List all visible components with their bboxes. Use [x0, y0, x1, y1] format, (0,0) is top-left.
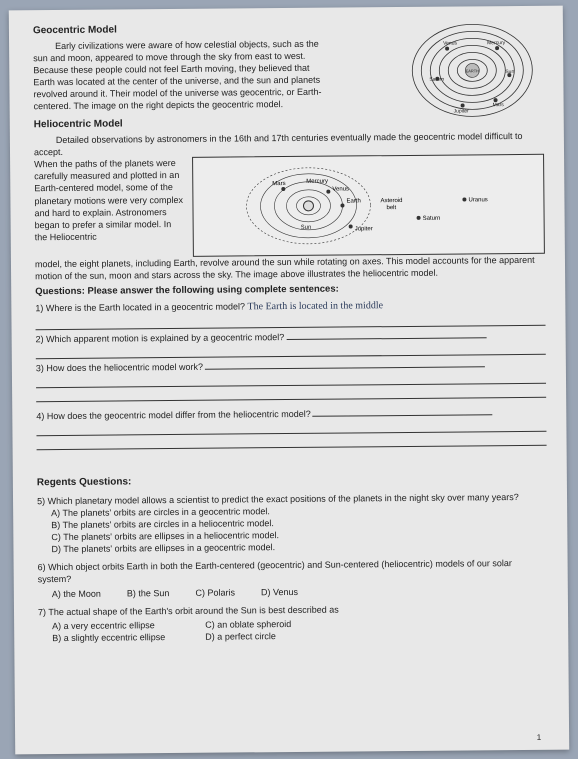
- q2: 2) Which apparent motion is explained by…: [36, 328, 546, 345]
- q6-d: D) Venus: [261, 586, 298, 598]
- q1-answer: The Earth is located in the middle: [247, 300, 383, 312]
- q7-a: A) a very eccentric ellipse: [52, 619, 165, 632]
- svg-text:Uranus: Uranus: [468, 197, 487, 203]
- q4-text: 4) How does the geocentric model differ …: [36, 409, 311, 421]
- geocentric-diagram: EARTH Saturn Jupiter Mars Sun Venus Merc…: [407, 20, 538, 121]
- svg-text:belt: belt: [386, 205, 396, 211]
- heliocentric-diagram: Sun Mars Mercury Venus Earth Jupiter Ast…: [192, 154, 545, 257]
- q3: 3) How does the heliocentric model work?: [36, 358, 546, 375]
- q7-b: B) a slightly eccentric ellipse: [52, 631, 165, 644]
- svg-text:Mars: Mars: [272, 181, 285, 187]
- q6: 6) Which object orbits Earth in both the…: [38, 557, 548, 600]
- q7: 7) The actual shape of the Earth's orbit…: [38, 602, 548, 645]
- svg-text:Earth: Earth: [346, 198, 360, 204]
- svg-text:Sun: Sun: [505, 69, 514, 75]
- helio-block: When the paths of the planets were caref…: [34, 154, 545, 258]
- svg-text:Jupiter: Jupiter: [454, 108, 469, 114]
- q1-blank: [35, 314, 545, 329]
- regents-title: Regents Questions:: [37, 472, 547, 490]
- svg-text:Saturn: Saturn: [423, 216, 441, 222]
- q3-blank1: [36, 373, 546, 388]
- page-number: 1: [537, 733, 542, 744]
- svg-text:Mercury: Mercury: [487, 40, 506, 46]
- q6-stem: 6) Which object orbits Earth in both the…: [38, 557, 548, 586]
- svg-text:Asteroid: Asteroid: [380, 198, 402, 204]
- q6-b: B) the Sun: [127, 587, 170, 600]
- q7-d: D) a perfect circle: [205, 630, 291, 643]
- svg-text:Mars: Mars: [493, 102, 505, 108]
- q4-blank1: [36, 421, 546, 436]
- q7-c: C) an oblate spheroid: [205, 618, 291, 631]
- svg-text:Mercury: Mercury: [306, 179, 328, 185]
- q1: 1) Where is the Earth located in a geoce…: [35, 298, 545, 316]
- svg-text:Venus: Venus: [443, 41, 457, 47]
- q6-a: A) the Moon: [52, 587, 101, 600]
- svg-text:Jupiter: Jupiter: [355, 226, 373, 232]
- svg-text:Saturn: Saturn: [429, 77, 444, 83]
- earth-label: EARTH: [466, 68, 480, 73]
- svg-text:Sun: Sun: [301, 225, 312, 231]
- helio-side-text: When the paths of the planets were caref…: [34, 157, 185, 258]
- questions-title: Questions: Please answer the following u…: [35, 282, 545, 299]
- helio-bottom-text: model, the eight planets, including Eart…: [35, 254, 545, 283]
- svg-text:Venus: Venus: [332, 187, 349, 193]
- q4: 4) How does the geocentric model differ …: [36, 406, 546, 423]
- q6-c: C) Polaris: [195, 586, 235, 598]
- q1-text: 1) Where is the Earth located in a geoce…: [35, 302, 245, 314]
- q3-blank2: [36, 387, 546, 402]
- questions-section: Questions: Please answer the following u…: [35, 282, 546, 450]
- geocentric-paragraph: Early civilizations were aware of how ce…: [33, 37, 334, 112]
- q3-text: 3) How does the heliocentric model work?: [36, 362, 203, 373]
- q5: 5) Which planetary model allows a scient…: [37, 490, 548, 555]
- worksheet-page: Geocentric Model Early civilizations wer…: [9, 6, 569, 755]
- q2-text: 2) Which apparent motion is explained by…: [36, 332, 285, 344]
- q4-blank2: [37, 435, 547, 450]
- q2-blank: [36, 344, 546, 359]
